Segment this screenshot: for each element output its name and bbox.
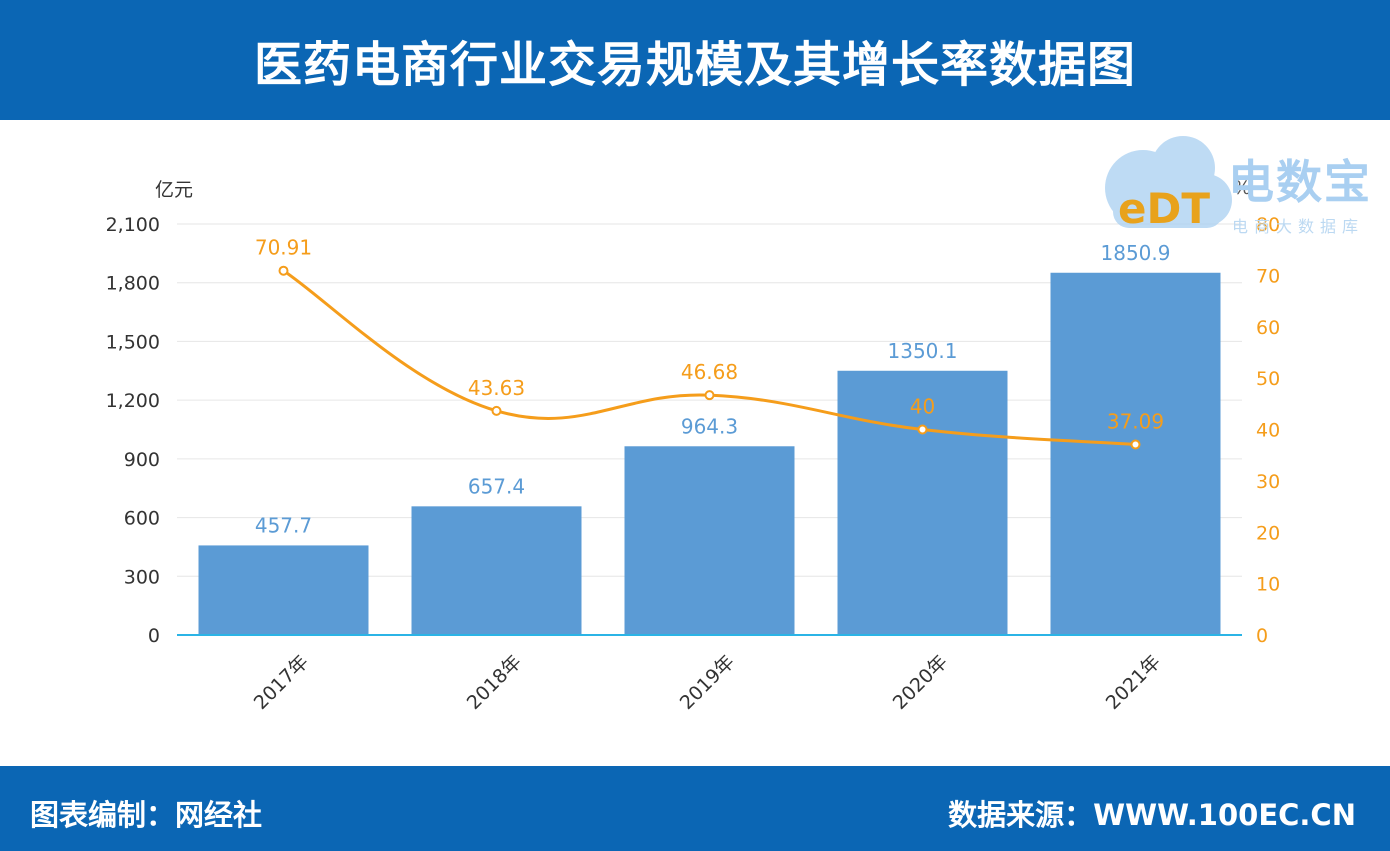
line-point — [1130, 439, 1141, 450]
bar-data-label: 1350.1 — [888, 339, 958, 363]
combo-chart: 0 300 600 900 1,200 1,500 1,800 2,100 亿元 0 10 20 30 4… — [106, 177, 1281, 714]
y-right-unit-label: % — [1233, 177, 1251, 199]
line-point — [278, 265, 289, 276]
y-left-tick-label: 300 — [124, 566, 160, 588]
bar — [624, 446, 795, 635]
watermark-subtitle: 电商大数据库 — [1232, 217, 1365, 236]
y-left-tick-label: 0 — [148, 625, 160, 647]
bar — [1050, 272, 1221, 635]
line-data-label: 46.68 — [681, 360, 738, 384]
footer-credit: 图表编制：网经社 — [30, 798, 263, 832]
bar-data-label: 964.3 — [681, 414, 738, 438]
bar-data-label: 457.7 — [255, 513, 312, 537]
y-left-tick-label: 1,800 — [106, 273, 160, 295]
x-tick-label: 2020年 — [889, 651, 952, 714]
y-right-tick-label: 40 — [1256, 420, 1280, 442]
cloud-icon — [1105, 136, 1232, 228]
bar — [411, 506, 582, 635]
watermark-name: 电数宝 — [1228, 155, 1372, 209]
y-left-tick-label: 900 — [124, 449, 160, 471]
x-tick-label: 2021年 — [1102, 651, 1165, 714]
line-data-label: 43.63 — [468, 376, 525, 400]
line-data-label: 70.91 — [255, 236, 312, 260]
growth-rate-line — [282, 269, 1136, 446]
footer-bar: 图表编制：网经社 数据来源：WWW.100EC.CN — [0, 766, 1390, 851]
y-right-tick-label: 20 — [1256, 522, 1280, 544]
x-tick-label: 2018年 — [463, 651, 526, 714]
y-left-unit-label: 亿元 — [155, 179, 193, 201]
x-tick-label: 2019年 — [676, 651, 739, 714]
watermark-logo: eDT — [1105, 136, 1232, 233]
line-data-label: 40 — [910, 395, 935, 419]
watermark-logo-text: eDT — [1118, 184, 1210, 233]
y-right-tick-label: 80 — [1256, 214, 1280, 236]
bar-data-label: 657.4 — [468, 474, 525, 498]
y-left-tick-label: 600 — [124, 508, 160, 530]
y-right-tick-label: 0 — [1256, 625, 1268, 647]
line-point — [917, 424, 928, 435]
y-right-tick-label: 70 — [1256, 265, 1280, 287]
y-right-tick-label: 30 — [1256, 471, 1280, 493]
line-point — [491, 405, 502, 416]
y-left-tick-label: 1,500 — [106, 331, 160, 353]
bar-data-label: 1850.9 — [1101, 241, 1171, 265]
bar — [837, 370, 1008, 635]
y-left-tick-label: 2,100 — [106, 214, 160, 236]
y-right-tick-label: 50 — [1256, 368, 1280, 390]
footer-source: 数据来源：WWW.100EC.CN — [948, 798, 1356, 832]
y-left-tick-label: 1,200 — [106, 390, 160, 412]
line-data-label: 37.09 — [1107, 409, 1164, 433]
header-bar: 医药电商行业交易规模及其增长率数据图 — [0, 0, 1390, 120]
x-tick-label: 2017年 — [250, 651, 313, 714]
bar — [198, 545, 369, 635]
y-right-tick-label: 10 — [1256, 574, 1280, 596]
page-title: 医药电商行业交易规模及其增长率数据图 — [253, 37, 1136, 93]
line-point — [704, 390, 715, 401]
y-right-tick-label: 60 — [1256, 317, 1280, 339]
